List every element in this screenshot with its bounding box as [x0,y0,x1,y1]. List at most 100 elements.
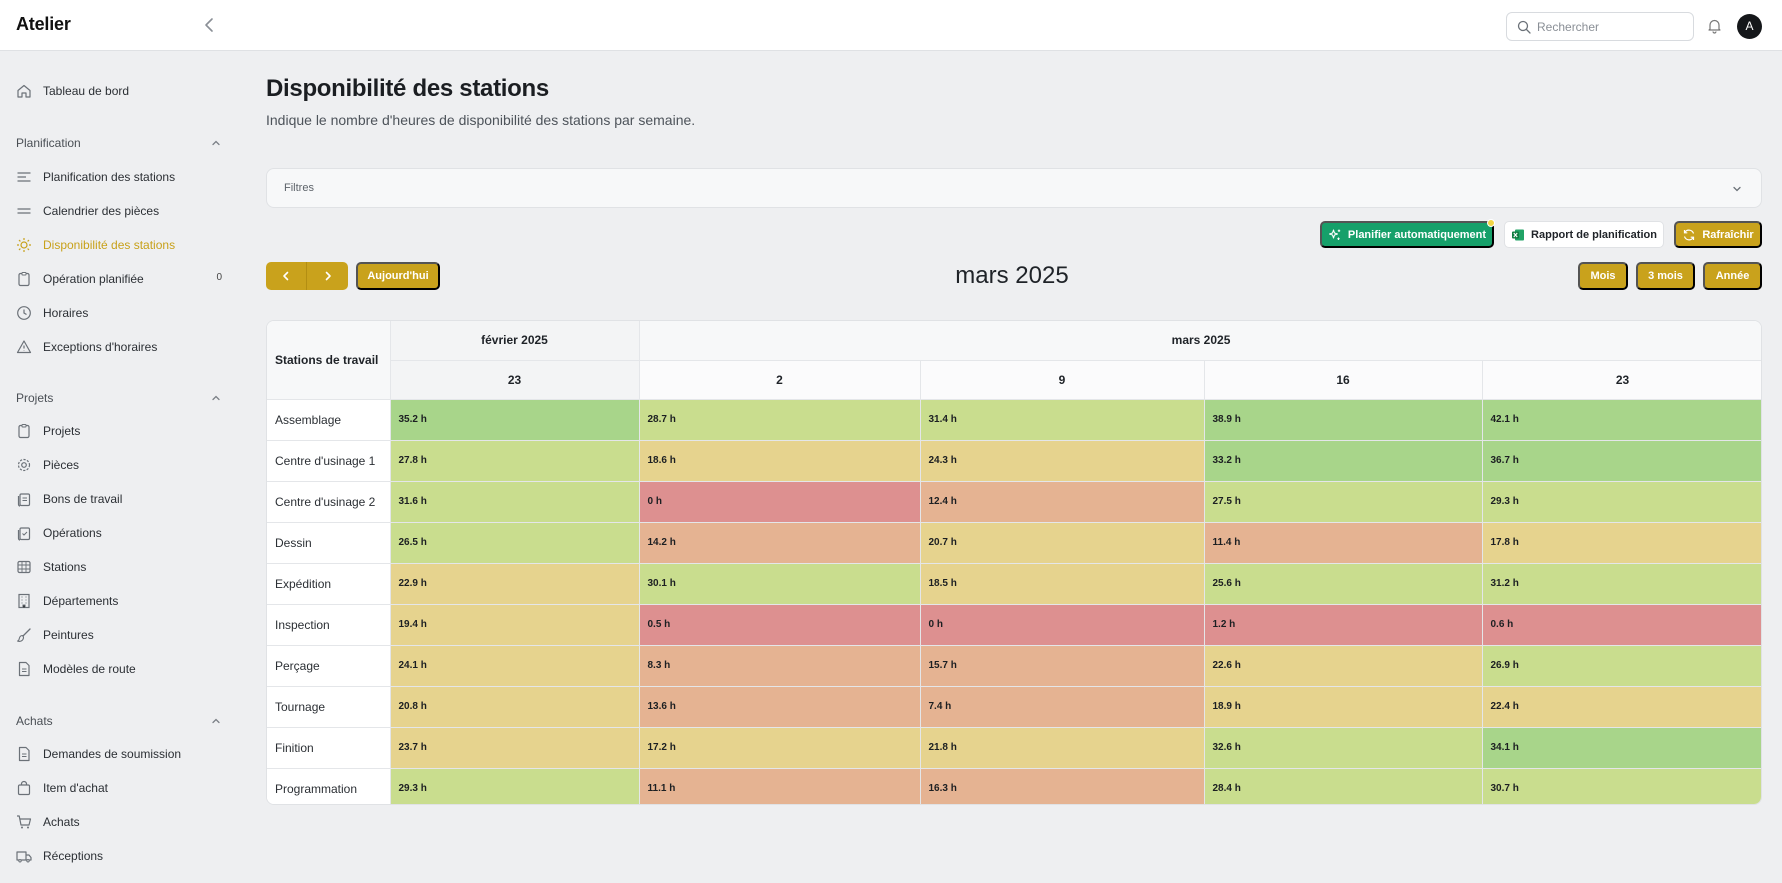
sparkles-icon [1328,228,1341,240]
availability-cell[interactable]: 20.8 h [390,686,640,728]
view-month-button[interactable]: Mois [1578,262,1628,290]
sidebar-item-paints[interactable]: Peintures [16,623,222,647]
section-header-projets[interactable]: Projets [16,388,222,408]
sidebar-item-projects[interactable]: Projets [16,419,222,443]
search-input[interactable] [1537,17,1687,37]
planning-report-button[interactable]: Rapport de planification [1504,221,1664,248]
availability-cell[interactable]: 18.9 h [1204,686,1483,728]
clock-icon [17,306,31,320]
sidebar-item-schedule-exceptions[interactable]: Exceptions d'horaires [16,335,222,359]
sidebar-item-planned-operation[interactable]: Opération planifiée 0 [16,267,222,291]
availability-cell[interactable]: 24.1 h [390,645,640,687]
availability-cell[interactable]: 20.7 h [920,522,1205,564]
sidebar-item-parts-calendar[interactable]: Calendrier des pièces [16,199,222,223]
view-year-button[interactable]: Année [1703,262,1762,290]
section-header-planification[interactable]: Planification [16,133,222,153]
sidebar-item-parts[interactable]: Pièces [16,453,222,477]
availability-cell[interactable]: 30.1 h [639,563,921,605]
availability-cell[interactable]: 17.2 h [639,727,921,769]
availability-cell[interactable]: 28.7 h [639,399,921,441]
availability-cell[interactable]: 18.6 h [639,440,921,482]
view-3-months-button[interactable]: 3 mois [1636,262,1695,290]
availability-cell[interactable]: 27.8 h [390,440,640,482]
availability-cell[interactable]: 15.7 h [920,645,1205,687]
availability-cell[interactable]: 13.6 h [639,686,921,728]
availability-cell[interactable]: 0.6 h [1482,604,1761,646]
hours-unit: h [666,742,676,753]
sidebar-item-dashboard[interactable]: Tableau de bord [16,79,222,103]
week-header: 23 [390,360,640,400]
auto-plan-button[interactable]: Planifier automatiquement [1320,219,1495,248]
availability-cell[interactable]: 19.4 h [390,604,640,646]
search-box[interactable] [1506,12,1694,41]
availability-cell[interactable]: 31.2 h [1482,563,1761,605]
availability-cell[interactable]: 1.2 h [1204,604,1483,646]
availability-cell[interactable]: 12.4 h [920,481,1205,523]
next-period-button[interactable] [307,262,348,290]
availability-cell[interactable]: 14.2 h [639,522,921,564]
availability-cell[interactable]: 26.9 h [1482,645,1761,687]
availability-cell[interactable]: 34.1 h [1482,727,1761,769]
availability-cell[interactable]: 31.6 h [390,481,640,523]
availability-cell[interactable]: 24.3 h [920,440,1205,482]
availability-cell[interactable]: 11.1 h [639,768,921,804]
availability-cell[interactable]: 42.1 h [1482,399,1761,441]
availability-cell[interactable]: 11.4 h [1204,522,1483,564]
availability-cell[interactable]: 0 h [920,604,1205,646]
sidebar-item-purchase-item[interactable]: Item d'achat [16,776,222,800]
availability-cell[interactable]: 29.3 h [1482,481,1761,523]
availability-cell[interactable]: 32.6 h [1204,727,1483,769]
availability-cell[interactable]: 25.6 h [1204,563,1483,605]
hours-unit: h [1226,619,1236,630]
sidebar-item-departments[interactable]: Départements [16,589,222,613]
availability-cell[interactable]: 27.5 h [1204,481,1483,523]
availability-cell[interactable]: 33.2 h [1204,440,1483,482]
collapse-sidebar-icon[interactable] [200,15,220,35]
sidebar-item-quote-requests[interactable]: Demandes de soumission [16,742,222,766]
hours-value: 32.6 [1212,742,1232,753]
avatar[interactable]: A [1737,14,1762,39]
availability-cell[interactable]: 31.4 h [920,399,1205,441]
sidebar-item-work-orders[interactable]: Bons de travail [16,487,222,511]
availability-cell[interactable]: 8.3 h [639,645,921,687]
sidebar-item-operations[interactable]: Opérations [16,521,222,545]
sidebar-item-schedules[interactable]: Horaires [16,301,222,325]
previous-period-button[interactable] [266,262,307,290]
refresh-label: Rafraîchir [1702,228,1754,241]
availability-cell[interactable]: 22.6 h [1204,645,1483,687]
bell-icon[interactable] [1706,17,1723,34]
availability-cell[interactable]: 0.5 h [639,604,921,646]
hours-unit: h [1509,496,1519,507]
sidebar-item-stations[interactable]: Stations [16,555,222,579]
availability-cell[interactable]: 7.4 h [920,686,1205,728]
availability-cell[interactable]: 18.5 h [920,563,1205,605]
availability-cell[interactable]: 30.7 h [1482,768,1761,804]
availability-cell[interactable]: 29.3 h [390,768,640,804]
availability-cell[interactable]: 22.9 h [390,563,640,605]
today-button[interactable]: Aujourd'hui [356,262,440,290]
sidebar-item-purchases[interactable]: Achats [16,810,222,834]
station-name: Inspection [267,604,391,646]
availability-cell[interactable]: 38.9 h [1204,399,1483,441]
availability-cell[interactable]: 23.7 h [390,727,640,769]
availability-cell[interactable]: 35.2 h [390,399,640,441]
availability-cell[interactable]: 26.5 h [390,522,640,564]
month-header: février 2025 [390,321,640,361]
sidebar-item-station-availability[interactable]: Disponibilité des stations [16,233,222,257]
hours-value: 26.5 [398,537,418,548]
filters-panel[interactable]: Filtres [266,168,1762,208]
section-header-achats[interactable]: Achats [16,711,222,731]
sidebar-item-route-templates[interactable]: Modèles de route [16,657,222,681]
hours-unit: h [1231,742,1241,753]
sidebar-item-station-planning[interactable]: Planification des stations [16,165,222,189]
availability-cell[interactable]: 17.8 h [1482,522,1761,564]
refresh-button[interactable]: Rafraîchir [1674,221,1762,248]
availability-cell[interactable]: 36.7 h [1482,440,1761,482]
month-header: mars 2025 [639,321,1761,361]
availability-cell[interactable]: 21.8 h [920,727,1205,769]
sidebar-item-receptions[interactable]: Réceptions [16,844,222,868]
availability-cell[interactable]: 28.4 h [1204,768,1483,804]
availability-cell[interactable]: 22.4 h [1482,686,1761,728]
availability-cell[interactable]: 16.3 h [920,768,1205,804]
availability-cell[interactable]: 0 h [639,481,921,523]
